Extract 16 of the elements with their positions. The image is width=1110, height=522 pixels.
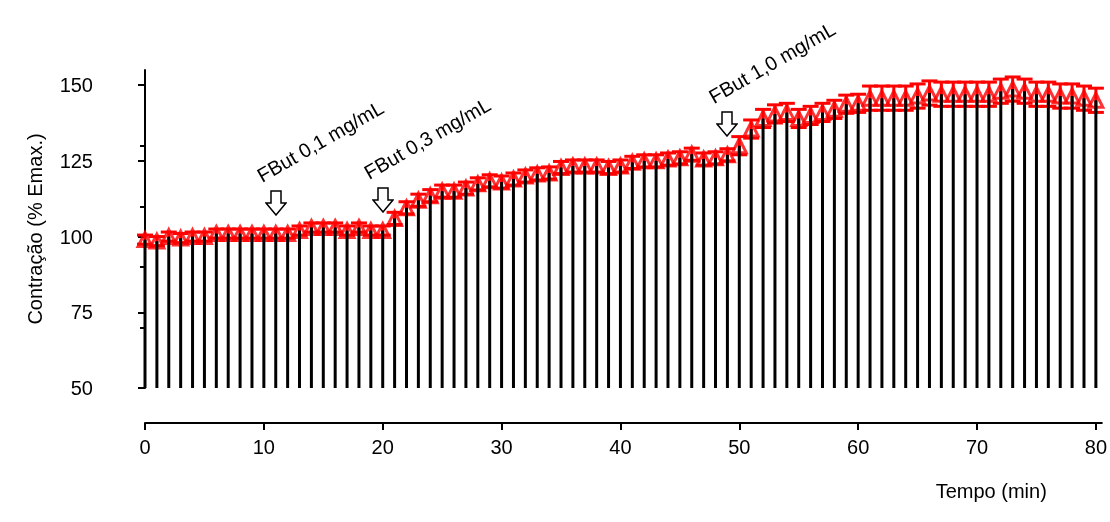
x-tick-label: 0 [139,436,151,458]
x-axis-title: Tempo (min) [935,480,1047,502]
y-tick-label: 125 [59,149,93,172]
x-tick-label: 50 [728,436,751,458]
y-tick-label: 150 [59,74,93,97]
x-tick-label: 30 [490,436,513,458]
y-axis-title: Contração (% Emax.) [24,133,46,325]
x-tick-label: 70 [965,436,989,458]
y-tick-label: 100 [59,225,93,248]
y-tick-label: 50 [70,377,93,399]
x-tick-label: 40 [609,436,632,458]
y-tick-label: 75 [70,301,93,324]
x-tick-label: 20 [371,436,394,458]
x-tick-label: 80 [1084,436,1107,458]
x-tick-label: 60 [847,436,870,458]
x-tick-label: 10 [252,436,275,458]
